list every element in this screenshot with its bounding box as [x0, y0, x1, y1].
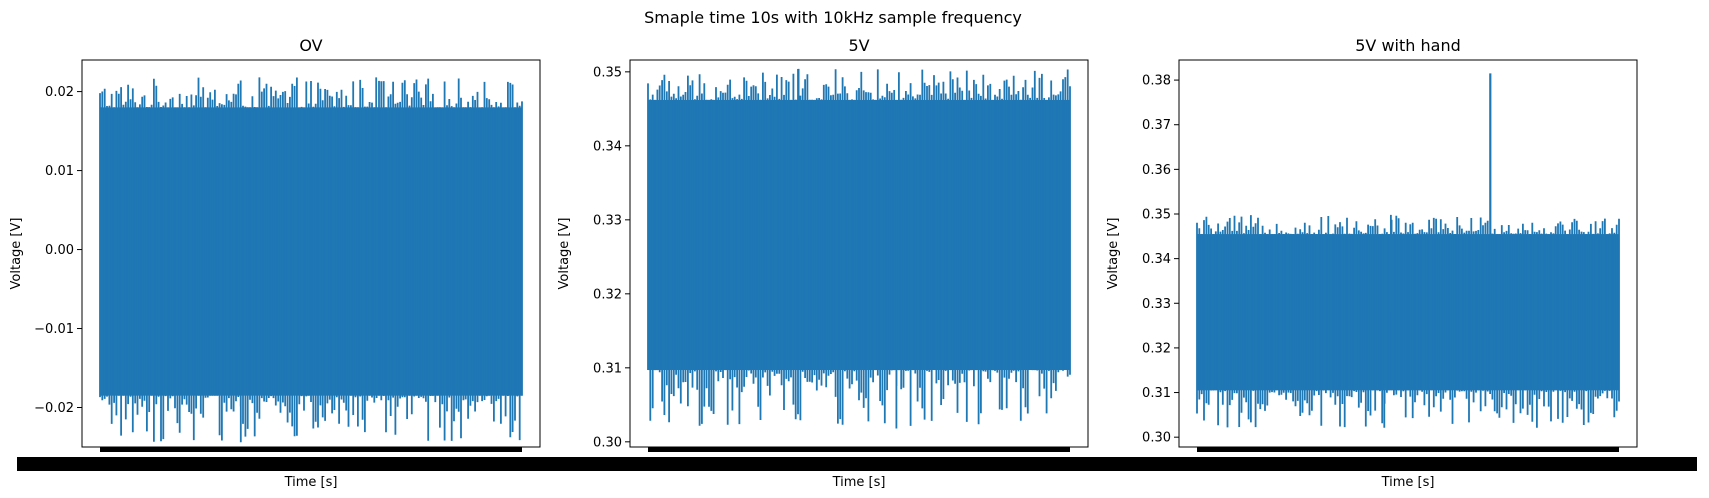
subplot-title: 5V with hand: [1355, 36, 1460, 55]
y-tick-label: 0.00: [45, 243, 74, 258]
y-tick-label: 0.34: [593, 139, 622, 154]
subplot-title: 5V: [848, 36, 869, 55]
y-tick-label: 0.01: [45, 164, 74, 179]
x-axis-label: Time [s]: [1381, 475, 1435, 490]
x-tick-labels-overlap: [565, 457, 1148, 471]
figure-suptitle: Smaple time 10s with 10kHz sample freque…: [644, 8, 1022, 27]
subplot-2: 0.30 0.31 0.32 0.33 0.34 0.35 5V Time [s] Voltag…: [557, 36, 1148, 490]
signal-spikes: [99, 77, 523, 443]
y-axis-label: Voltage [V]: [557, 218, 572, 290]
x-tick-labels-overlap-tail: [578, 469, 996, 471]
y-tick-label: −0.01: [34, 322, 74, 337]
y-axis-label: Voltage [V]: [1106, 218, 1121, 290]
subplot-title: OV: [299, 36, 322, 55]
x-tick-labels-overlap-tail: [30, 469, 448, 471]
x-ticks-dense: [100, 447, 522, 452]
x-ticks-dense: [1197, 447, 1619, 452]
y-tick-label: 0.36: [1142, 163, 1171, 178]
x-tick-labels-overlap: [17, 457, 600, 471]
y-tick-label: 0.34: [1142, 252, 1171, 267]
y-tick-label: 0.02: [45, 85, 74, 100]
y-tick-label: 0.33: [593, 213, 622, 228]
y-tick-label: 0.31: [1142, 386, 1171, 401]
subplots-container: −0.02 −0.01 0.00 0.01 0.02 OV Time [s] Voltage …: [9, 36, 1697, 490]
x-axis-label: Time [s]: [832, 475, 886, 490]
y-tick-label: 0.37: [1142, 118, 1171, 133]
y-axis-label: Voltage [V]: [9, 218, 24, 290]
y-tick-label: 0.32: [1142, 341, 1171, 356]
signal-spikes: [1196, 214, 1620, 428]
subplot-1: −0.02 −0.01 0.00 0.01 0.02 OV Time [s] Voltage …: [9, 36, 600, 490]
y-tick-label: 0.38: [1142, 74, 1171, 89]
x-axis-label: Time [s]: [284, 475, 338, 490]
y-tick-label: 0.31: [593, 361, 622, 376]
signal-spikes: [647, 68, 1071, 429]
x-tick-labels-overlap: [1114, 457, 1697, 471]
y-tick-label: 0.30: [593, 435, 622, 450]
y-tick-label: −0.02: [34, 401, 74, 416]
y-tick-label: 0.35: [1142, 207, 1171, 222]
y-tick-label: 0.35: [593, 65, 622, 80]
y-tick-label: 0.33: [1142, 297, 1171, 312]
y-tick-label: 0.32: [593, 287, 622, 302]
x-tick-labels-overlap-tail: [1127, 469, 1545, 471]
x-ticks-dense: [648, 447, 1070, 452]
subplot-3: 0.30 0.31 0.32 0.33 0.34 0.35 0.36 0.37 0.38 5V w…: [1106, 36, 1697, 490]
y-tick-label: 0.30: [1142, 431, 1171, 446]
